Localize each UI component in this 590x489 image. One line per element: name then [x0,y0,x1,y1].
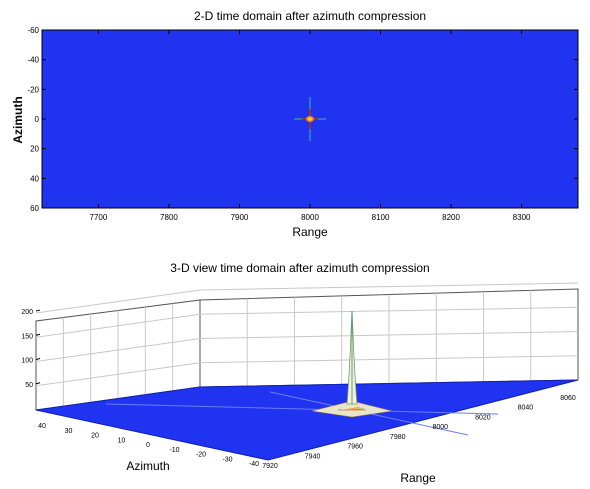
x-tick-label: 7940 [305,453,321,460]
surface-x-ticks: 7920 7940 7960 7980 8000 8020 8040 8060 [262,395,576,470]
surface-y-label: Azimuth [126,459,169,473]
z-tick-mark [35,333,41,336]
x-tick-label: 7960 [347,444,363,451]
y-tick-label: 0 [35,115,40,124]
z-tick-mark [35,309,41,312]
surface-floor-plane [35,379,579,461]
heatmap-2d: 2-D time domain after azimuth compressio… [11,9,579,239]
x-tick-label: 8060 [560,395,576,402]
y-tick-label: 40 [38,423,46,430]
peak-base-contour [343,406,361,411]
y-tick-label: 40 [30,174,39,183]
y-tick-label: -20 [196,452,206,459]
x-tick-label: 7920 [262,463,278,470]
z-tick-label: 100 [21,358,33,365]
y-tick-label: 20 [91,433,99,440]
grid-line-right-horizontal [199,331,579,340]
surface-x-label: Range [400,471,436,485]
y-tick-label: -20 [27,85,39,94]
y-tick-label: 60 [30,204,39,213]
y-tick-label: 0 [146,442,150,449]
z-tick-label: 150 [21,333,33,340]
y-tick-label: -40 [27,56,39,65]
x-tick-label: 8100 [372,213,390,222]
x-tick-label: 8300 [513,213,531,222]
y-tick-label: 30 [65,428,73,435]
z-tick-label: 200 [21,309,33,316]
surface-grid [35,282,579,407]
surface-peak [311,311,393,418]
grid-line-right-horizontal [199,306,579,315]
grid-line-left-horizontal [35,338,201,363]
y-tick-label: -30 [222,456,232,463]
y-tick-label: -40 [249,461,259,468]
y-tick-label: 10 [118,437,126,444]
heatmap-y-label: Azimuth [11,96,25,143]
y-tick-label: -60 [27,26,39,35]
x-tick-label: 7980 [390,434,406,441]
heatmap-peak [294,97,326,141]
z-tick-label: 50 [25,382,33,389]
heatmap-title: 2-D time domain after azimuth compressio… [194,9,426,23]
x-tick-label: 8040 [518,405,534,412]
surface-3d: 3-D view time domain after azimuth compr… [21,261,579,485]
surface-title: 3-D view time domain after azimuth compr… [170,261,429,275]
surface-y-ticks: 40 30 20 10 0 -10 -20 -30 -40 [38,423,259,468]
grid-line-left-horizontal [35,289,201,314]
x-tick-label: 7800 [160,213,178,222]
heatmap-x-ticks: 7700 7800 7900 8000 8100 8200 8300 [90,30,531,222]
heatmap-y-ticks: -60 -40 -20 0 20 40 60 [27,26,578,213]
grid-line-left-horizontal [35,362,201,387]
x-tick-label: 7700 [90,213,108,222]
z-tick-mark [35,358,41,361]
x-tick-label: 8020 [475,414,491,421]
x-tick-label: 8000 [432,424,448,431]
x-tick-label: 8200 [442,213,460,222]
x-tick-label: 7900 [231,213,249,222]
floor-streak-range [105,403,499,415]
surface-z-ticks: 50 100 150 200 [21,309,41,389]
grid-line-right-horizontal [199,282,579,291]
x-tick-label: 8000 [301,213,319,222]
y-tick-label: -10 [169,447,179,454]
peak-center [308,117,312,121]
z-tick-mark [35,382,41,385]
heatmap-x-label: Range [292,225,328,239]
grid-line-left-horizontal [35,313,201,338]
y-tick-label: 20 [30,145,39,154]
grid-line-right-horizontal [199,355,579,364]
